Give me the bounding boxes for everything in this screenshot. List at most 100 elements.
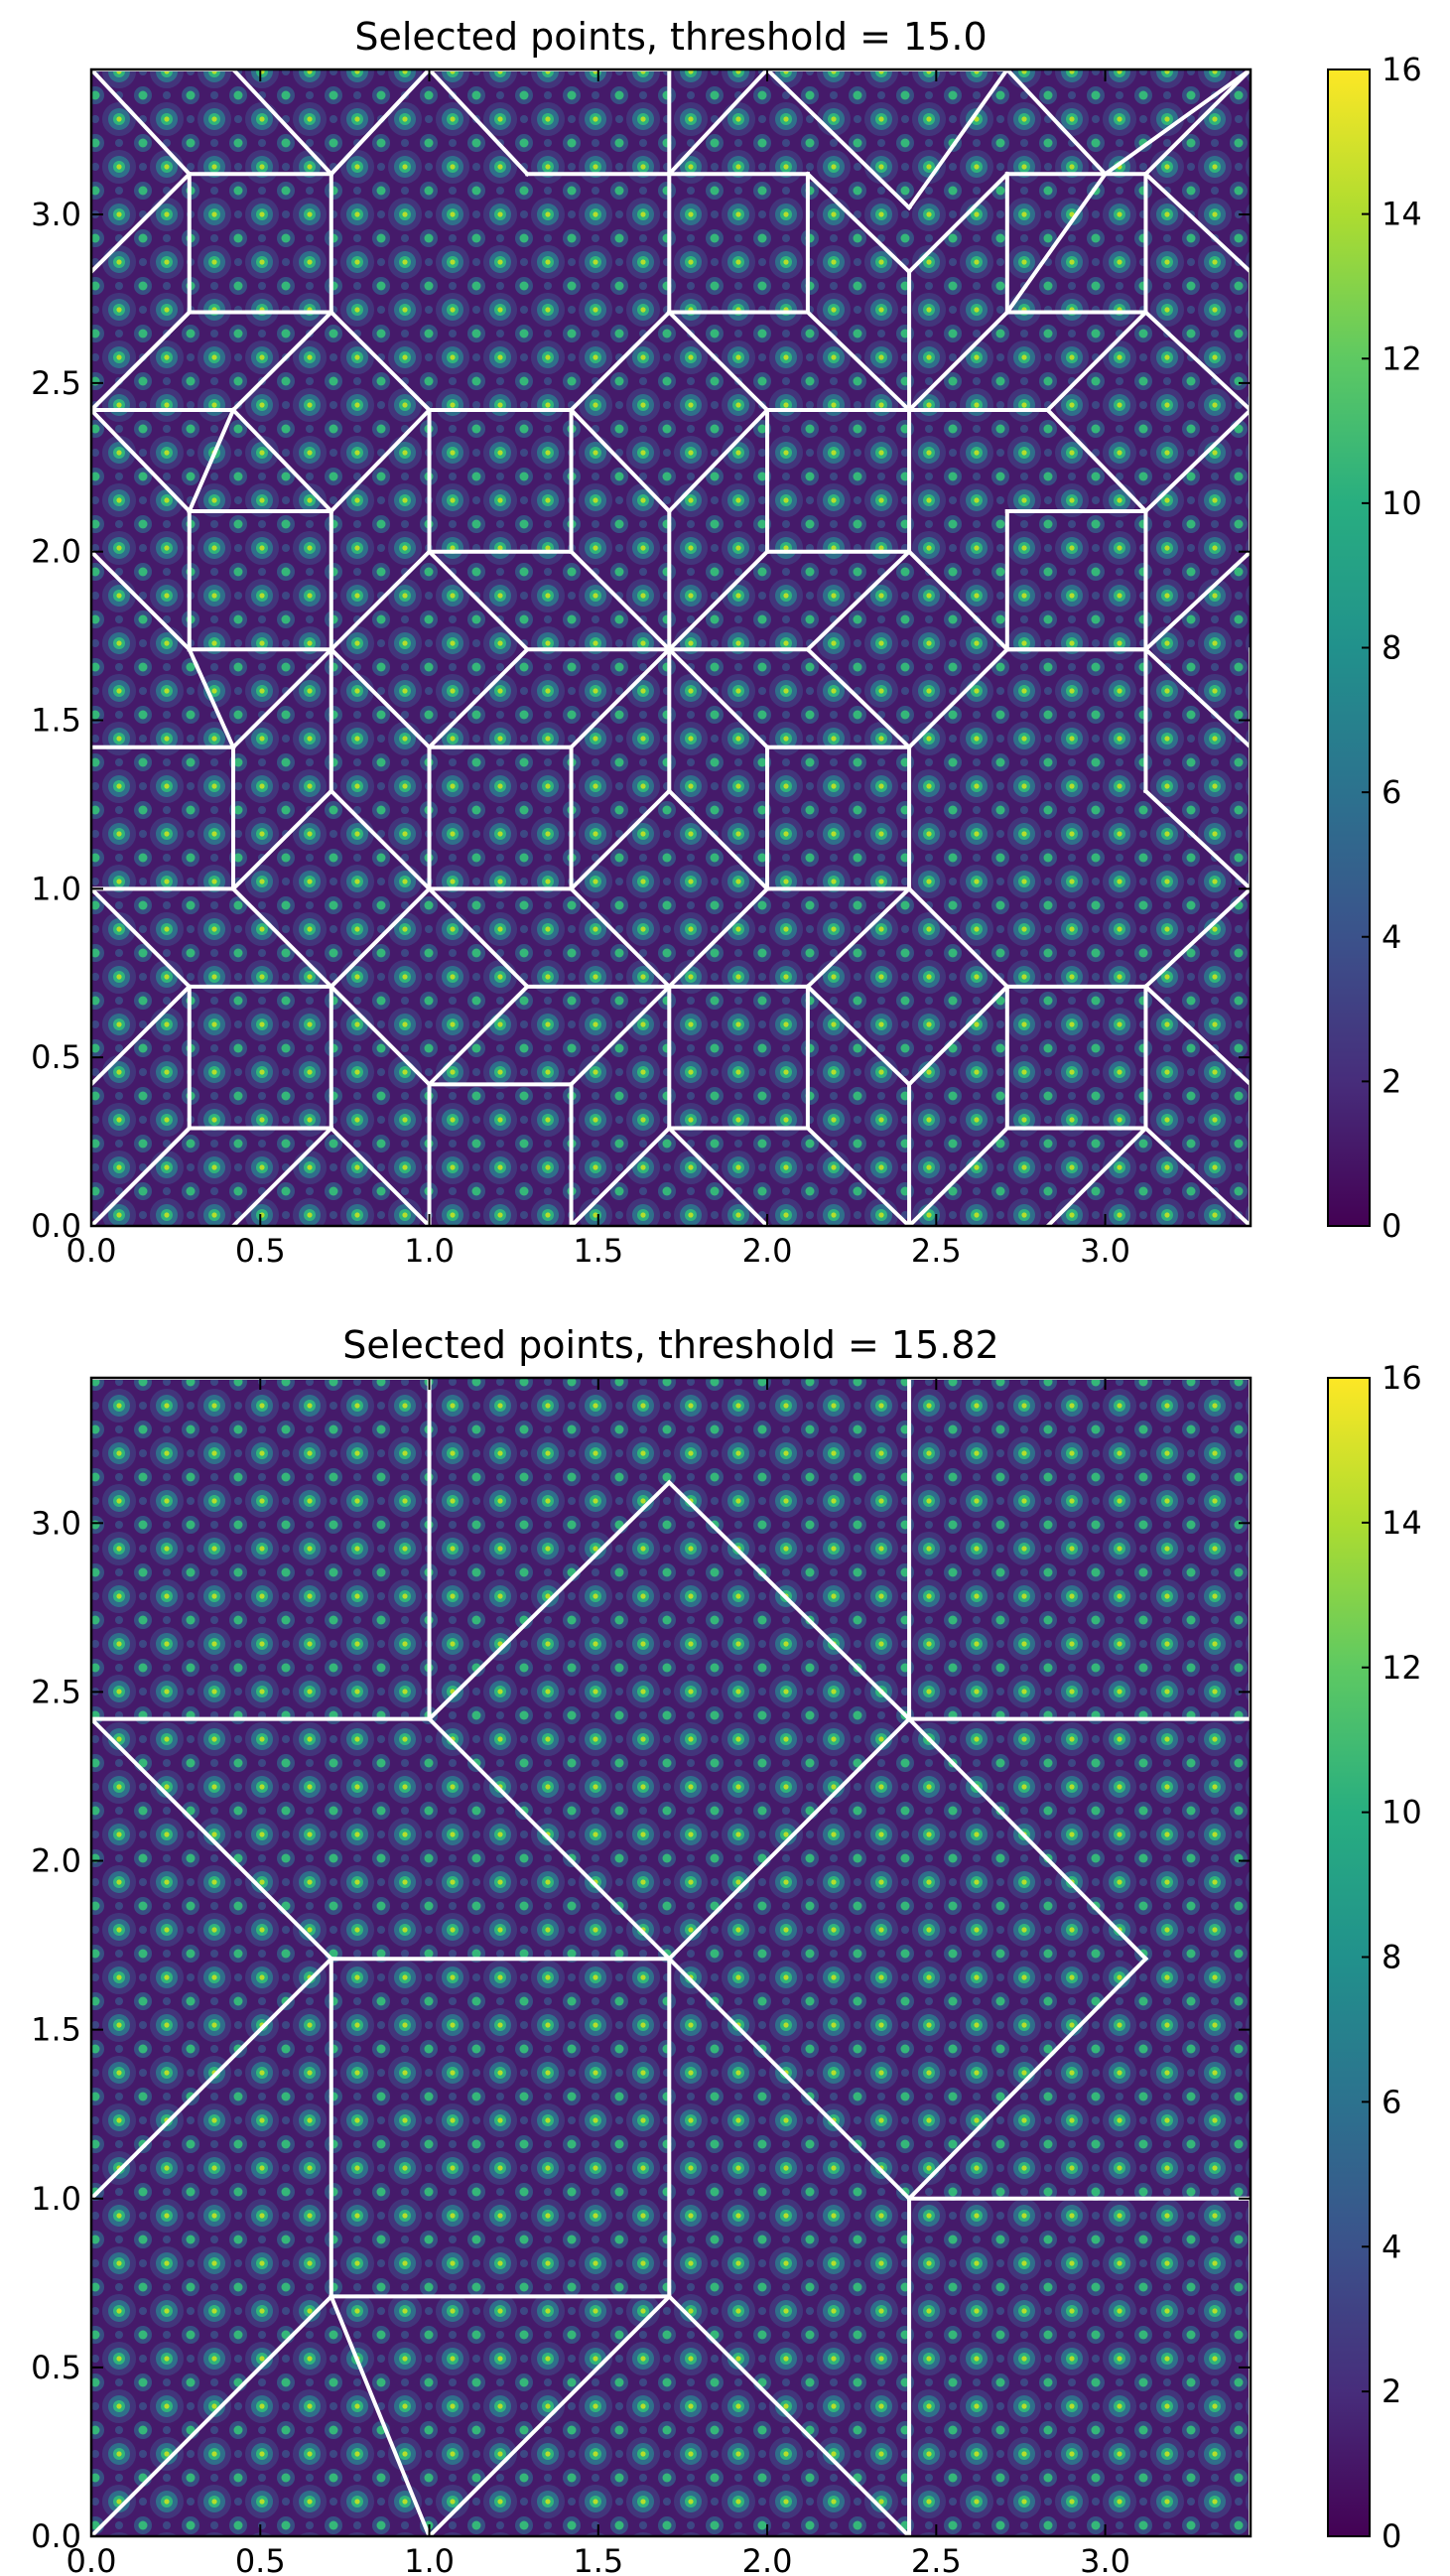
colorbar-tick-label: 12 bbox=[1382, 339, 1422, 377]
x-tick-label: 2.0 bbox=[742, 1232, 793, 1270]
tiling-segment bbox=[1102, 67, 1253, 178]
x-tick-label: 2.5 bbox=[911, 2542, 962, 2576]
tiling-segment bbox=[1142, 171, 1253, 275]
tiling-segment bbox=[568, 885, 673, 990]
x-tick-label: 2.0 bbox=[742, 2542, 793, 2576]
y-tick-label: 0.0 bbox=[31, 1207, 81, 1245]
colorbar-tick-label: 8 bbox=[1382, 1939, 1401, 1976]
tiling-segment bbox=[1142, 984, 1253, 1088]
y-tick-label: 0.5 bbox=[31, 1038, 81, 1076]
tiling-segment bbox=[426, 1479, 673, 1722]
colorbar-tick-label: 12 bbox=[1382, 1649, 1422, 1687]
tiling-segment bbox=[906, 885, 1010, 990]
tiling-segment bbox=[328, 67, 433, 178]
tiling-segment bbox=[666, 885, 770, 990]
tiling-segment bbox=[666, 1125, 770, 1229]
colorbar-tick-label: 6 bbox=[1382, 773, 1401, 811]
tiling-segment bbox=[328, 548, 433, 653]
x-tick-label: 3.0 bbox=[1080, 2542, 1130, 2576]
chart-panel-bottom: Selected points, threshold = 15.82 0.0 0.5… bbox=[31, 1323, 1422, 2576]
axes-frame bbox=[89, 1376, 1252, 2538]
tiling-segment bbox=[666, 309, 770, 413]
tiling-segment bbox=[88, 1715, 334, 1963]
x-tick-label: 1.0 bbox=[404, 1232, 455, 1270]
tiling-segment bbox=[1044, 1125, 1149, 1229]
tiling-segment bbox=[906, 67, 1010, 211]
tiling-segment bbox=[328, 309, 433, 413]
y-tick-label: 1.0 bbox=[31, 870, 81, 907]
tiling-segment bbox=[88, 984, 193, 1088]
y-tick-label: 0.5 bbox=[31, 2349, 81, 2386]
tiling-segment bbox=[666, 646, 770, 750]
tiling-segment bbox=[426, 548, 531, 653]
colorbar-tick-label: 10 bbox=[1382, 484, 1422, 522]
tiling-segment bbox=[328, 885, 433, 990]
tiling-segment bbox=[568, 548, 673, 653]
axes-frame bbox=[89, 68, 1252, 1228]
tiling-segment bbox=[805, 309, 912, 413]
tiling-segment bbox=[666, 2293, 912, 2539]
tiling-segment bbox=[906, 1956, 1149, 2202]
colorbar bbox=[1327, 1377, 1371, 2537]
tiling-segment bbox=[230, 1125, 334, 1229]
tiling-segment bbox=[88, 171, 193, 275]
tiling-segment bbox=[1142, 548, 1253, 653]
colorbar-tick-label: 10 bbox=[1382, 1794, 1422, 1831]
x-tick-label: 0.5 bbox=[235, 1232, 286, 1270]
tiling-segment bbox=[1142, 67, 1253, 178]
y-tick-label: 2.0 bbox=[31, 533, 81, 571]
x-tick-label: 0.5 bbox=[235, 2542, 286, 2576]
tiling-segment bbox=[1142, 309, 1253, 413]
y-tick-label: 3.0 bbox=[31, 196, 81, 233]
tiling-segment bbox=[187, 407, 236, 514]
tiling-segment bbox=[230, 646, 334, 750]
y-tick-label: 2.5 bbox=[31, 1673, 81, 1710]
tiling-segment bbox=[1044, 309, 1149, 413]
tiling-segment bbox=[1142, 885, 1253, 990]
tiling-segment bbox=[666, 407, 770, 514]
tiling-segment bbox=[1142, 1125, 1253, 1229]
tiling-segment bbox=[568, 646, 673, 750]
y-tick-label: 1.5 bbox=[31, 2011, 81, 2049]
y-tick-label: 0.0 bbox=[31, 2517, 81, 2555]
x-tick-label: 1.0 bbox=[404, 2542, 455, 2576]
tiling-segment bbox=[805, 646, 912, 750]
x-tick-label: 0.0 bbox=[66, 2542, 117, 2576]
tiling-segment bbox=[328, 1125, 433, 1229]
x-tick-label: 1.5 bbox=[573, 1232, 623, 1270]
tiling-segment bbox=[88, 309, 193, 413]
colorbar-tick-label: 8 bbox=[1382, 629, 1401, 667]
tiling-segment bbox=[426, 885, 531, 990]
tiling-segment bbox=[906, 1715, 1149, 1963]
x-tick-label: 0.0 bbox=[66, 1232, 117, 1270]
tiling-segment bbox=[906, 309, 1010, 413]
tiling-segment bbox=[426, 984, 531, 1088]
tiling-segment bbox=[666, 1956, 912, 2202]
tiling-segment bbox=[187, 646, 236, 750]
tiling-segment bbox=[1142, 407, 1253, 514]
colorbar-tick-label: 0 bbox=[1382, 2517, 1401, 2555]
tiling-segment bbox=[426, 67, 531, 178]
y-tick-label: 1.0 bbox=[31, 2180, 81, 2218]
tiling-segment bbox=[906, 171, 1010, 275]
tiling-segment bbox=[1142, 646, 1253, 750]
tiling-segment bbox=[88, 1956, 334, 2202]
tiling-segment bbox=[568, 309, 673, 413]
tiling-segment bbox=[328, 646, 433, 750]
colorbar-tick-label: 4 bbox=[1382, 2228, 1401, 2265]
tiling-segment bbox=[666, 67, 770, 178]
tiling-segment bbox=[568, 1125, 673, 1229]
y-tick-label: 2.5 bbox=[31, 364, 81, 402]
colorbar-tick-label: 6 bbox=[1382, 2083, 1401, 2120]
tiling-segment bbox=[88, 885, 193, 990]
tiling-segment bbox=[426, 646, 531, 750]
y-tick-label: 3.0 bbox=[31, 1504, 81, 1542]
y-tick-label: 1.5 bbox=[31, 702, 81, 740]
tiling-segment bbox=[88, 67, 193, 178]
tiling-segment bbox=[568, 788, 673, 892]
x-tick-label: 1.5 bbox=[573, 2542, 623, 2576]
colorbar-tick-label: 2 bbox=[1382, 1062, 1401, 1100]
tiling-segment bbox=[426, 1715, 673, 1963]
tiling-segment bbox=[1142, 788, 1253, 892]
tiling-segment bbox=[906, 984, 1010, 1088]
